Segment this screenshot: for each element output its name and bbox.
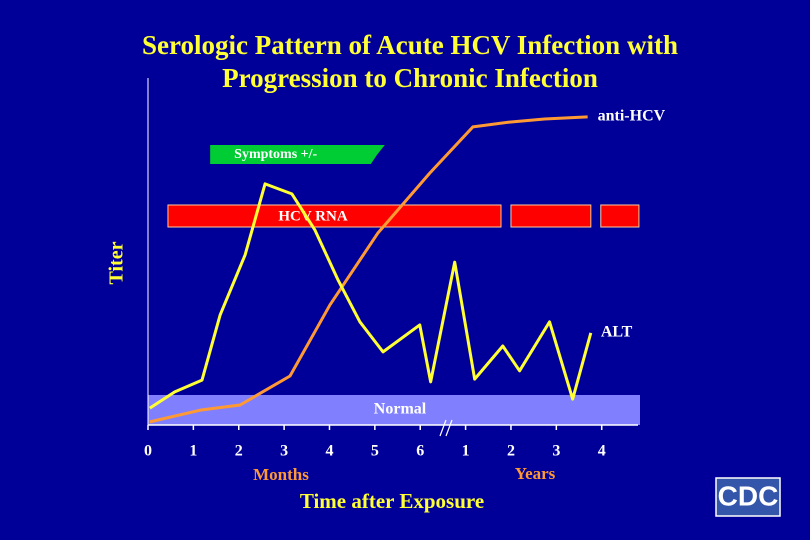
normal-band xyxy=(148,394,640,425)
symptoms-banner xyxy=(210,145,385,164)
axis-break xyxy=(445,419,453,437)
x-tick-label: 4 xyxy=(598,443,606,460)
series-line xyxy=(148,182,593,410)
logo-text: CDC xyxy=(718,480,779,511)
axis-break xyxy=(439,419,447,437)
y-axis-label: Titer xyxy=(106,241,128,284)
hcv-rna-bar xyxy=(510,204,592,228)
title-line: Progression to Chronic Infection xyxy=(222,63,598,93)
series-line xyxy=(149,115,588,424)
x-tick-label: 4 xyxy=(325,443,333,460)
x-tick-label: 1 xyxy=(189,443,197,460)
x-tick-label: 3 xyxy=(552,443,560,460)
years-label: Years xyxy=(515,464,556,483)
series-label: ALT xyxy=(601,324,633,341)
logo: CDC xyxy=(715,477,781,517)
title-line: Serologic Pattern of Acute HCV Infection… xyxy=(142,30,678,60)
x-tick-label: 2 xyxy=(235,443,243,460)
x-axis-label: Time after Exposure xyxy=(300,489,484,513)
x-tick-label: 5 xyxy=(371,443,379,460)
normal-label: Normal xyxy=(374,401,427,418)
hcv-rna-bar xyxy=(600,204,640,228)
hcv-rna-bar xyxy=(167,204,502,228)
x-tick-label: 3 xyxy=(280,443,288,460)
symptoms-label: Symptoms +/- xyxy=(234,147,317,162)
x-tick-label: 2 xyxy=(507,443,515,460)
months-label: Months xyxy=(253,465,309,484)
x-tick-label: 0 xyxy=(144,443,152,460)
hcv-rna-label: HCV RNA xyxy=(278,208,347,224)
logo-box xyxy=(715,477,781,517)
x-tick-label: 1 xyxy=(462,443,470,460)
x-tick-label: 6 xyxy=(416,443,424,460)
series-label: anti-HCV xyxy=(598,108,666,125)
